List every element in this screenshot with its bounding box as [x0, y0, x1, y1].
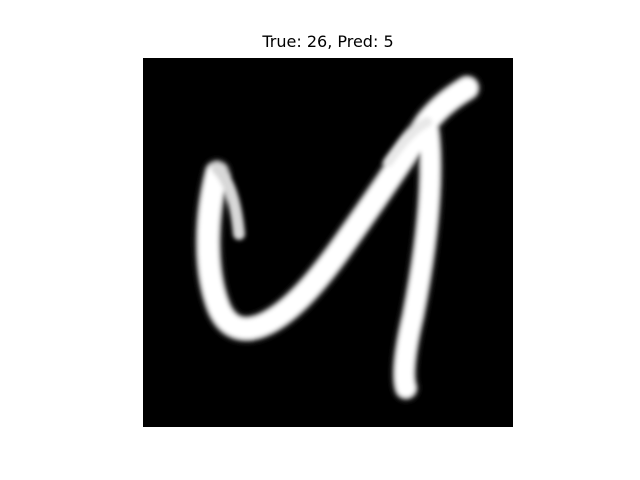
glyph-top-join-shading — [383, 117, 432, 167]
handwritten-glyph — [193, 73, 482, 402]
glyph-right-stem — [394, 112, 440, 398]
digit-image — [143, 58, 513, 427]
figure-title: True: 26, Pred: 5 — [262, 32, 394, 51]
digit-image-svg — [143, 58, 513, 427]
glyph-top-left-shading — [211, 162, 245, 240]
